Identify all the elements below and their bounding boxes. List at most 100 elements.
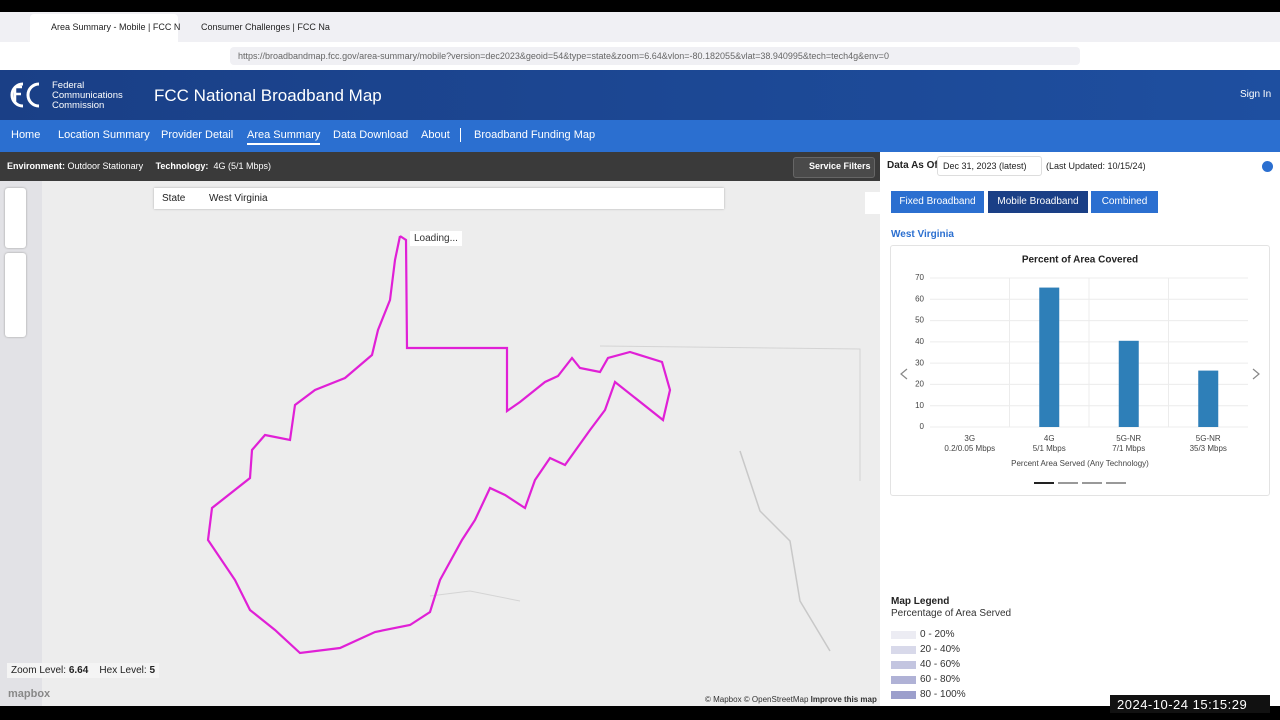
data-as-of-label: Data As Of (887, 160, 938, 171)
y-tick-label: 20 (915, 380, 924, 389)
nav-bar (0, 120, 1280, 152)
tab-strip (0, 12, 1280, 42)
y-tick-label: 10 (915, 401, 924, 410)
filter-bar (0, 152, 880, 181)
nav-link[interactable]: Provider Detail (161, 129, 234, 141)
tab-mobile-active[interactable]: Mobile Broadband (988, 191, 1088, 213)
site-header (0, 70, 1280, 120)
nav-link[interactable]: Home (11, 129, 41, 141)
chart: Percent of Area Covered Percent Area Ser… (900, 255, 1260, 484)
legend-title: Map Legend (891, 596, 950, 607)
border-line (429, 345, 861, 602)
legend-label: 40 - 60% (920, 659, 961, 670)
legend-swatch (891, 631, 916, 639)
chart-card (890, 245, 1270, 496)
map-tools[interactable] (5, 253, 26, 337)
bar (1118, 340, 1139, 427)
timestamp-box (1110, 695, 1270, 713)
map[interactable] (0, 181, 880, 706)
x-tick-sublabel: 5/1 Mbps (1033, 444, 1066, 453)
legend-swatch (891, 646, 916, 654)
legend-swatch (891, 676, 916, 684)
map-status: Zoom Level: 6.64 Hex Level: 5 (7, 663, 159, 678)
y-tick-label: 60 (915, 294, 924, 303)
timestamp: 2024-10-24 15:15:29 (1117, 697, 1248, 712)
date-select[interactable] (937, 156, 1042, 176)
hex-value: 5 (149, 665, 155, 676)
agency-line: Federal (52, 80, 85, 91)
legend-label: 20 - 40% (920, 644, 961, 655)
mapbox-logo[interactable]: mapbox (8, 688, 51, 700)
search-input[interactable]: West Virginia (209, 193, 268, 204)
legend-subtitle: Percentage of Area Served (891, 608, 1012, 619)
zoom-label: Zoom Level: (11, 665, 67, 676)
x-tick-label: 4G (1044, 434, 1055, 443)
carousel-prev[interactable] (900, 368, 908, 380)
x-tick-label: 5G-NR (1196, 434, 1221, 443)
service-filters-button[interactable] (793, 157, 875, 178)
y-tick-label: 70 (915, 273, 924, 282)
nav-link[interactable]: Broadband Funding Map (474, 129, 596, 141)
nav-link-active[interactable]: Area Summary (247, 129, 321, 145)
url-bar[interactable] (230, 47, 1080, 65)
geo-type-select[interactable]: State (162, 193, 186, 204)
chart-title: Percent of Area Covered (1022, 255, 1138, 266)
last-updated: (Last Updated: 10/15/24) (1046, 161, 1146, 171)
carousel-dot[interactable] (1082, 482, 1102, 484)
improve-link[interactable]: Improve this map (810, 695, 877, 704)
agency-line: Commission (52, 100, 105, 111)
nav-link[interactable]: Location Summary (58, 129, 150, 141)
carousel-dot[interactable] (1058, 482, 1078, 484)
date-value[interactable]: Dec 31, 2023 (latest) (943, 161, 1027, 171)
legend-label: 80 - 100% (920, 689, 966, 700)
env-label: Environment: (7, 161, 66, 171)
nav-link[interactable]: Data Download (333, 129, 409, 141)
site-title: FCC National Broadband Map (154, 86, 382, 105)
tab-title[interactable]: Area Summary - Mobile | FCC N (51, 22, 181, 32)
attribution: © Mapbox © OpenStreetMap Improve this ma… (705, 695, 877, 704)
info-icon[interactable] (1262, 161, 1273, 172)
panel-toggle[interactable] (865, 192, 880, 214)
state-outline (206, 235, 672, 655)
sign-in[interactable]: Sign In (1240, 89, 1272, 100)
tech-value: 4G (5/1 Mbps) (213, 161, 271, 171)
carousel-dot[interactable] (1106, 482, 1126, 484)
x-tick-sublabel: 0.2/0.05 Mbps (944, 444, 995, 453)
area-name: West Virginia (891, 229, 954, 240)
active-tab[interactable] (30, 14, 178, 42)
carousel-next[interactable] (1252, 368, 1260, 380)
nav-link[interactable]: About (421, 129, 450, 141)
side-panel (880, 152, 1280, 706)
nav-divider (460, 128, 461, 142)
tab-title[interactable]: Consumer Challenges | FCC Na (201, 22, 330, 32)
fcc-logo (10, 82, 40, 108)
tab-combined[interactable]: Combined (1091, 191, 1158, 213)
env-value: Outdoor Stationary (67, 161, 144, 171)
bar (1039, 287, 1060, 427)
service-filters-label[interactable]: Service Filters (809, 161, 871, 171)
map-canvas (206, 235, 861, 655)
agency-name: Federal Communications Commission (52, 81, 123, 111)
carousel-dot[interactable] (1034, 482, 1054, 484)
filter-summary: Environment: Outdoor Stationary Technolo… (7, 161, 271, 171)
tech-label: Technology: (155, 161, 209, 171)
coastline (739, 450, 831, 652)
zoom-value: 6.64 (68, 665, 89, 676)
x-axis-label: Percent Area Served (Any Technology) (1011, 459, 1149, 468)
bar (1198, 370, 1219, 427)
legend-label: 0 - 20% (920, 629, 955, 640)
legend-label: 60 - 80% (920, 674, 961, 685)
search-box[interactable] (154, 188, 724, 209)
x-tick-sublabel: 35/3 Mbps (1190, 444, 1227, 453)
attribution-text[interactable]: © Mapbox © OpenStreetMap (705, 695, 809, 704)
zoom-controls[interactable] (5, 188, 26, 248)
x-tick-label: 5G-NR (1116, 434, 1141, 443)
y-tick-label: 0 (920, 422, 925, 431)
y-tick-label: 30 (915, 358, 924, 367)
hex-label: Hex Level: (99, 665, 147, 676)
legend-swatch (891, 691, 916, 699)
tab-fixed[interactable]: Fixed Broadband (891, 191, 984, 213)
x-tick-label: 3G (964, 434, 975, 443)
url[interactable]: https://broadbandmap.fcc.gov/area-summar… (238, 51, 889, 61)
